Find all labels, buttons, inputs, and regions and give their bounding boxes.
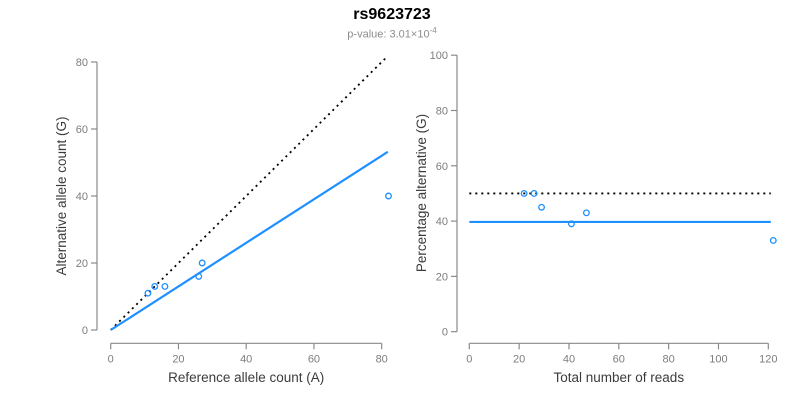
- data-point: [520, 189, 528, 197]
- y-tick-label: 60: [76, 124, 88, 136]
- data-point: [151, 283, 159, 290]
- data-point: [161, 283, 169, 290]
- data-point: [582, 209, 590, 217]
- p-value-text: p-value: 3.01×10: [347, 28, 430, 41]
- x-tick-label: 0: [108, 353, 114, 365]
- y-axis-title: Alternative allele count (G): [54, 116, 69, 275]
- y-tick-label: 40: [76, 191, 88, 203]
- x-tick-label: 80: [663, 353, 675, 365]
- data-point: [195, 272, 203, 280]
- data-point: [385, 192, 392, 200]
- x-tick-label: 80: [376, 353, 388, 365]
- y-tick-label: 80: [436, 106, 448, 118]
- data-point: [530, 189, 538, 197]
- x-tick-label: 60: [308, 353, 320, 365]
- y-tick-label: 40: [436, 216, 448, 228]
- x-tick-label: 20: [513, 353, 525, 365]
- x-tick-label: 40: [563, 353, 575, 365]
- data-point: [769, 237, 777, 244]
- data-point: [568, 220, 575, 228]
- identity-line: [110, 56, 388, 331]
- percentage-vs-reads-plot: 0 20 40 60 80 100 120 0 20 40 60 80 100 Total number …: [414, 50, 777, 385]
- p-value-exponent: -4: [429, 26, 437, 35]
- data-point: [198, 259, 206, 267]
- y-tick-label: 60: [436, 161, 448, 173]
- fit-line: [110, 150, 389, 331]
- data-point: [538, 203, 546, 211]
- y-tick-label: 0: [82, 325, 88, 337]
- x-tick-label: 40: [240, 353, 252, 365]
- x-tick-label: 60: [613, 353, 625, 365]
- x-tick-label: 20: [172, 353, 184, 365]
- p-value-subtitle: p-value: 3.01×10-4: [0, 26, 784, 41]
- x-axis-title: Total number of reads: [554, 370, 685, 385]
- y-axis-title: Percentage alternative (G): [414, 114, 429, 272]
- y-tick-label: 0: [442, 327, 448, 339]
- x-tick-label: 120: [759, 353, 777, 365]
- x-axis-title: Reference allele count (A): [168, 370, 324, 385]
- x-tick-label: 0: [466, 353, 472, 365]
- y-tick-label: 80: [76, 57, 88, 69]
- figure-title: rs9623723: [353, 6, 431, 23]
- y-tick-label: 20: [436, 271, 448, 283]
- data-point: [144, 289, 152, 297]
- allele-counts-plot: 0 20 40 60 80 0 20 40 60 80 Reference allele count…: [54, 56, 392, 385]
- x-tick-label: 100: [709, 353, 727, 365]
- y-tick-label: 100: [430, 50, 448, 62]
- y-tick-label: 20: [76, 258, 88, 270]
